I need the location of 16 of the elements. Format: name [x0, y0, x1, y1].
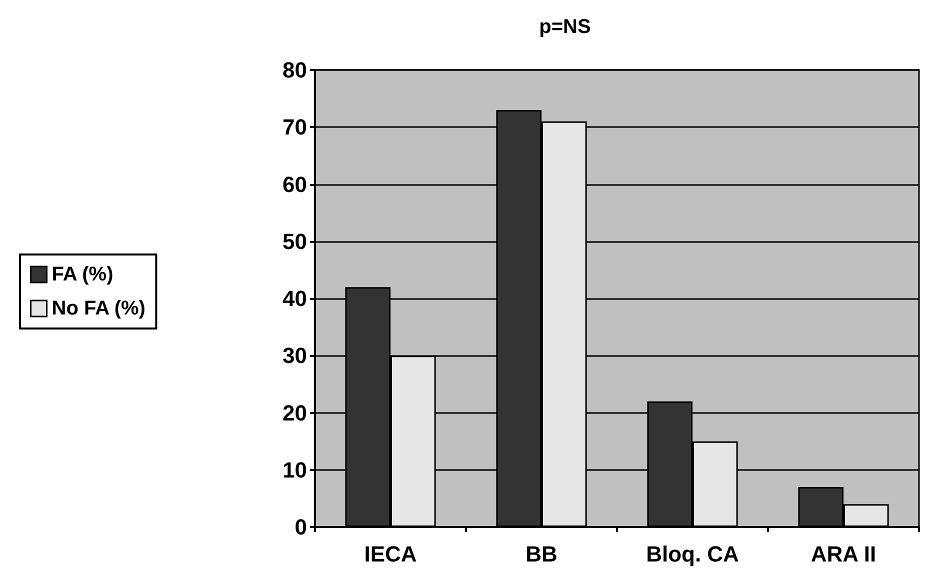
x-tick-label: ARA II [810, 542, 876, 566]
y-tick-label: 30 [282, 343, 307, 368]
y-tick-label: 40 [282, 286, 307, 311]
x-tick-label: IECA [364, 542, 417, 566]
x-tick-label: Bloq. CA [646, 542, 740, 566]
y-tick-label: 70 [282, 114, 307, 140]
y-tick-label: 80 [282, 58, 307, 82]
legend-label: No FA (%) [52, 298, 146, 320]
y-tick-label: 0 [294, 514, 307, 540]
chart-title: p=NS [539, 16, 591, 38]
legend-label: FA (%) [52, 264, 114, 286]
y-tick-label: 10 [282, 457, 307, 482]
y-tick-label: 50 [282, 228, 307, 254]
y-tick-label: 60 [282, 172, 307, 197]
y-tick-label: 20 [282, 400, 307, 426]
x-tick-label: BB [526, 542, 558, 566]
